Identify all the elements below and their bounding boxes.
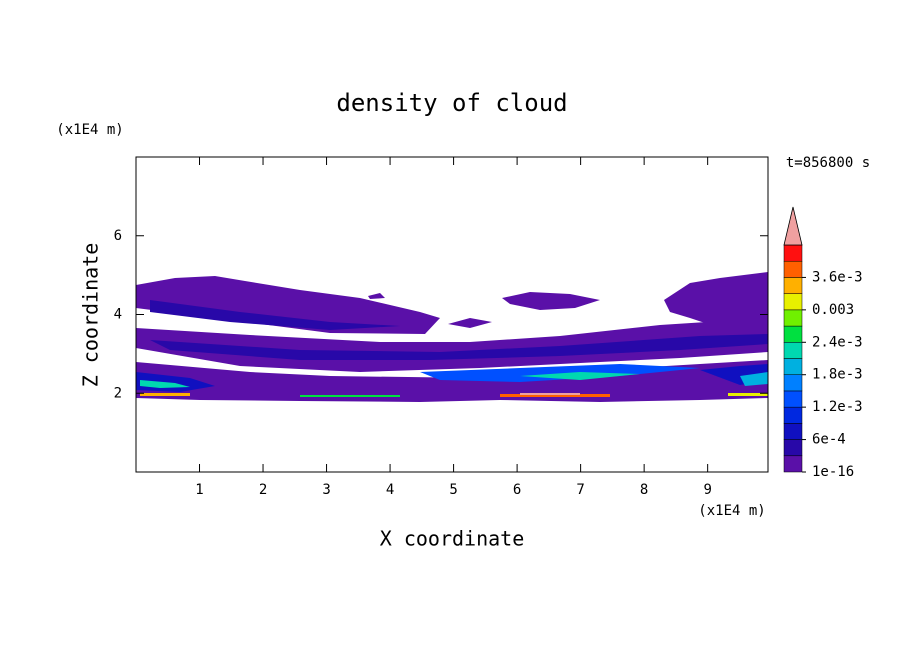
colorbar-band bbox=[783, 439, 803, 457]
contour-field bbox=[136, 272, 768, 402]
colorbar-tick-label: 1.8e-3 bbox=[812, 367, 863, 383]
contour-region bbox=[368, 293, 385, 299]
y-tick-label: 6 bbox=[114, 228, 122, 244]
x-tick-label: 1 bbox=[195, 482, 203, 498]
x-axis-label: X coordinate bbox=[380, 527, 525, 551]
colorbar-band bbox=[783, 358, 803, 375]
colorbar-band bbox=[783, 374, 803, 392]
x-tick-label: 5 bbox=[449, 482, 457, 498]
contour-region bbox=[520, 372, 640, 380]
colorbar-band bbox=[783, 342, 803, 359]
colorbar-band bbox=[783, 406, 803, 424]
colorbar-tick-label: 2.4e-3 bbox=[812, 334, 863, 350]
x-tick-label: 4 bbox=[386, 482, 394, 498]
colorbar-band bbox=[783, 244, 803, 262]
chart-title: density of cloud bbox=[336, 89, 567, 117]
contour-region bbox=[300, 395, 400, 397]
time-label: t=856800 s bbox=[786, 155, 870, 171]
contour-region bbox=[728, 393, 768, 396]
colorbar-band bbox=[783, 309, 803, 327]
contour-region bbox=[740, 372, 768, 386]
contour-region bbox=[500, 394, 610, 397]
x-tick-label: 7 bbox=[576, 482, 584, 498]
contour-region bbox=[520, 393, 580, 395]
contour-region bbox=[150, 334, 768, 360]
x-tick-label: 8 bbox=[640, 482, 648, 498]
colorbar-band bbox=[783, 423, 803, 440]
colorbar-band bbox=[783, 293, 803, 311]
colorbar-extend bbox=[783, 206, 803, 246]
x-tick-label: 3 bbox=[322, 482, 330, 498]
x-tick-label: 6 bbox=[513, 482, 521, 498]
colorbar-band bbox=[783, 455, 803, 473]
x-tick-label: 2 bbox=[259, 482, 267, 498]
colorbar-band bbox=[783, 325, 803, 343]
colorbar-tick-label: 1.2e-3 bbox=[812, 399, 863, 415]
colorbar-tick-label: 0.003 bbox=[812, 302, 854, 318]
contour-region bbox=[140, 380, 190, 388]
contour-region bbox=[150, 300, 400, 330]
y-unit-label: (x1E4 m) bbox=[56, 122, 123, 138]
contour-region bbox=[420, 364, 700, 382]
contour-region bbox=[136, 276, 440, 334]
colorbar-band bbox=[783, 260, 803, 278]
colorbar-tick-label: 1e-16 bbox=[812, 464, 854, 480]
x-unit-label: (x1E4 m) bbox=[698, 503, 765, 519]
contour-region bbox=[664, 272, 768, 330]
colorbar-band bbox=[783, 390, 803, 408]
y-axis-label: Z coordinate bbox=[79, 243, 103, 388]
colorbar-tick-label: 6e-4 bbox=[812, 432, 846, 448]
colorbar-band bbox=[783, 277, 803, 294]
x-tick-label: 9 bbox=[703, 482, 711, 498]
y-tick-label: 4 bbox=[114, 307, 122, 323]
colorbar-tick-label: 3.6e-3 bbox=[812, 269, 863, 285]
contour-region bbox=[502, 292, 600, 310]
contour-region bbox=[448, 318, 492, 328]
contour-region bbox=[140, 393, 190, 396]
y-tick-label: 2 bbox=[114, 385, 122, 401]
